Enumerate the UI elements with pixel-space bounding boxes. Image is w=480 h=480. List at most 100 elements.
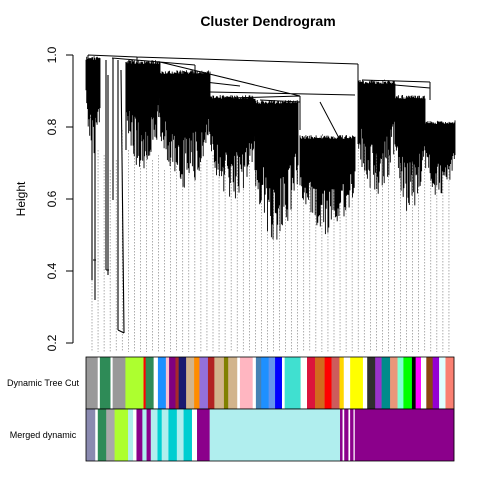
module-color-segment (348, 409, 351, 461)
module-color-segment (136, 409, 143, 461)
module-color-segment (275, 357, 283, 409)
module-color-segment (145, 357, 154, 409)
module-color-segment (300, 357, 308, 409)
module-color-segment (209, 409, 341, 461)
module-color-segment (339, 357, 345, 409)
module-color-segment (411, 357, 416, 409)
y-tick-label: 0.2 (45, 334, 59, 351)
module-color-segment (178, 357, 187, 409)
module-color-segment (199, 357, 209, 409)
module-color-segment (228, 357, 238, 409)
module-color-segment (403, 357, 413, 409)
module-color-segment (350, 409, 354, 461)
module-color-segment (95, 409, 99, 461)
color-row-label: Merged dynamic (10, 430, 77, 440)
module-color-segment (340, 409, 343, 461)
module-color-segment (106, 409, 115, 461)
module-color-segment (112, 357, 126, 409)
module-color-segment (194, 357, 200, 409)
y-ticks: 0.2 0.4 0.6 0.8 1.0 (45, 46, 73, 351)
dendrogram-cluster (357, 79, 396, 194)
module-color-segment (415, 357, 422, 409)
module-color-segment (381, 357, 391, 409)
dendrogram-cluster (159, 70, 211, 188)
module-color-segment (284, 357, 301, 409)
dendrogram-branches (85, 54, 456, 334)
module-color-segment (110, 357, 113, 409)
module-color-segment (315, 357, 325, 409)
module-color-segment (375, 357, 382, 409)
module-color-segment (223, 357, 229, 409)
module-color-segment (150, 409, 158, 461)
module-color-segment (344, 409, 349, 461)
module-color-segment (354, 409, 455, 461)
module-color-segment (397, 357, 404, 409)
module-color-segment (237, 357, 241, 409)
dendrogram-cluster (394, 95, 426, 211)
color-row-frame (85, 408, 455, 462)
module-color-segment (261, 357, 269, 409)
module-color-segment (432, 357, 440, 409)
module-color-segment (169, 357, 176, 409)
module-color-segment (165, 357, 170, 409)
y-tick-label: 0.4 (45, 262, 59, 279)
module-color-segment (143, 357, 146, 409)
module-color-segment (157, 409, 163, 461)
module-color-segment (331, 357, 340, 409)
module-color-segment (97, 357, 101, 409)
module-color-segment (255, 357, 262, 409)
module-color-segment (86, 409, 96, 461)
dendrogram-cluster (254, 100, 299, 240)
color-row-merged-dynamic: Merged dynamic (10, 408, 455, 462)
module-color-segment (99, 357, 111, 409)
module-color-segment (390, 357, 398, 409)
module-color-segment (350, 357, 364, 409)
module-color-segment (197, 409, 210, 461)
module-color-segment (114, 409, 129, 461)
module-color-segment (146, 409, 152, 461)
dendrogram-cluster (125, 60, 161, 169)
color-row-label: Dynamic Tree Cut (7, 378, 80, 388)
module-color-segment (445, 357, 455, 409)
dendrogram-cluster (299, 134, 356, 235)
module-color-segment (161, 409, 169, 461)
module-color-segment (367, 357, 376, 409)
module-color-segment (168, 409, 178, 461)
module-color-segment (125, 357, 144, 409)
module-color-segment (324, 357, 332, 409)
y-axis: 0.2 0.4 0.6 0.8 1.0 Height (14, 46, 74, 351)
module-color-segment (153, 357, 159, 409)
y-tick-label: 1.0 (45, 46, 59, 63)
module-color-segment (268, 357, 276, 409)
module-color-segment (214, 357, 225, 409)
dendrogram-cluster (209, 95, 256, 199)
module-color-segment (342, 409, 345, 461)
module-color-segment (420, 357, 427, 409)
y-axis-label: Height (14, 181, 28, 216)
module-color-segment (207, 357, 215, 409)
module-color-segment (133, 409, 137, 461)
module-color-segment (128, 409, 134, 461)
dendrogram-low-branches (91, 58, 127, 334)
y-tick-label: 0.8 (45, 118, 59, 135)
module-color-bars: Dynamic Tree Cut Merged dynamic (7, 356, 455, 462)
module-color-segment (307, 357, 316, 409)
module-color-segment (343, 357, 351, 409)
y-tick-label: 0.6 (45, 190, 59, 207)
module-color-segment (186, 357, 195, 409)
module-color-segment (176, 409, 184, 461)
module-color-segment (353, 409, 356, 461)
module-color-segment (142, 409, 147, 461)
plot-title: Cluster Dendrogram (200, 13, 335, 29)
module-color-segment (97, 409, 107, 461)
module-color-segment (183, 409, 193, 461)
module-color-segment (191, 409, 198, 461)
dendrogram-cluster (85, 56, 101, 154)
module-color-segment (86, 357, 99, 409)
color-row-dynamic-tree-cut: Dynamic Tree Cut (7, 356, 455, 410)
module-color-segment (281, 357, 285, 409)
module-color-segment (426, 357, 433, 409)
module-color-segment (362, 357, 368, 409)
module-color-segment (439, 357, 446, 409)
